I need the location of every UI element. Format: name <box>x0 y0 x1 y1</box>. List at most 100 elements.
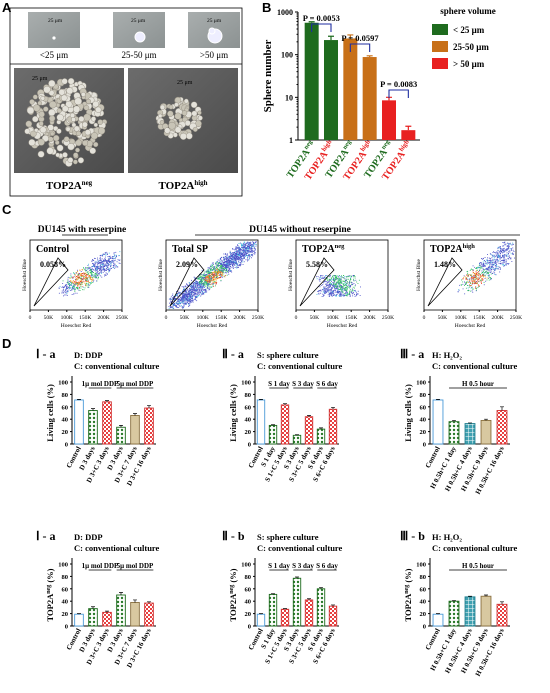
chart-b-pvalue-bracket <box>388 89 409 98</box>
flow-plot-xtick-label: 100K <box>197 315 209 321</box>
chart-d-error-bar <box>91 408 95 411</box>
chart-d-error-bar <box>133 413 137 416</box>
chart-b-pvalue: P = 0.0597 <box>341 33 379 43</box>
flow-plot-title: TOP2Aneg <box>302 243 345 255</box>
chart-d-ytick-label: 40 <box>245 599 252 606</box>
chart-d-error-bar <box>307 415 311 417</box>
flow-plot-xtick-label: 100K <box>61 315 73 321</box>
chart-d-legend-line: D: DDP <box>74 350 103 360</box>
chart-b-ytick-label: 1 <box>289 136 293 145</box>
chart-d-bracket-label: H 0.5 hour <box>462 562 494 570</box>
micrograph-neg: 25 μm TOP2Aneg <box>14 68 124 192</box>
chart-d-error-bar <box>77 399 81 400</box>
chart-d-ylabel: Living cells (%) <box>228 384 238 442</box>
chart-d-error-bar <box>271 593 275 595</box>
chart-d-bracket-label: 5μ mol DDP <box>117 380 154 388</box>
chart-b-error-bar <box>308 21 315 23</box>
chart-d-legend-line: C: conventional culture <box>432 543 518 553</box>
chart-d-bar <box>464 423 476 445</box>
chart-d-ytick-label: 40 <box>245 417 252 424</box>
chart-d-error-bar <box>259 613 263 615</box>
chart-d-error-bar <box>436 399 440 400</box>
chart-d-ytick-label: 0 <box>248 624 251 631</box>
chart-d-error-bar <box>468 595 472 597</box>
flow-plot-xtick-label: 100K <box>455 315 467 321</box>
chart-d-error-bar <box>295 434 299 436</box>
chart-b-error-bar <box>347 34 354 39</box>
chart-d-bar <box>268 424 278 445</box>
chart-b-bar <box>343 38 358 140</box>
chart-d-legend-line: C: conventional culture <box>74 361 160 371</box>
flow-plot-xtick-label: 150K <box>215 315 227 321</box>
chart-d-ytick-label: 20 <box>420 611 427 618</box>
chart-d-legend-line: C: conventional culture <box>257 361 343 371</box>
chart-d-bar <box>88 410 98 445</box>
chart-d-ytick-label: 40 <box>62 599 69 606</box>
chart-d-error-bar <box>452 600 456 602</box>
flow-plot-xtick-label: 0 <box>295 315 298 321</box>
flow-plot-xtick-label: 0 <box>165 315 168 321</box>
chart-d-error-bar <box>452 420 456 422</box>
chart-d-legend-line: C: conventional culture <box>432 361 518 371</box>
chart-d-ytick-label: 40 <box>420 417 427 424</box>
chart-d-ytick-label: 60 <box>62 586 69 593</box>
chart-d-ytick-label: 20 <box>245 429 252 436</box>
flow-plot-title: Total SP <box>172 244 208 255</box>
flow-plot: TOP2Ahigh 1.48% 0 50K 100K 150K 200K 250K Hoesch… <box>416 239 522 329</box>
chart-d-bar <box>102 401 112 445</box>
chart-d-bar <box>328 408 338 445</box>
thumb-large: 25 μm >50 μm <box>188 12 240 60</box>
chart-d-bracket-label: S 1 day <box>268 380 290 388</box>
chart-d-ytick-label: 60 <box>245 586 252 593</box>
chart-b-legend-label: < 25 μm <box>453 25 485 35</box>
chart-d-ylabel: TOP2Aneg (%) <box>228 568 238 621</box>
chart-d-error-bar <box>500 406 504 411</box>
flow-plot-title: TOP2Ahigh <box>430 243 475 255</box>
chart-b-pvalue: P = 0.0053 <box>303 13 340 23</box>
scale-label-small: 25 μm <box>48 18 63 24</box>
chart-d-bar <box>316 588 326 627</box>
chart-d-title: Ⅲ - b <box>400 529 425 543</box>
title-with-reserpine: DU145 with reserpine <box>38 225 126 235</box>
chart-d-ytick-label: 80 <box>245 574 252 581</box>
flow-plot-percentage: 1.48% <box>434 260 456 269</box>
chart-d-bar <box>102 611 112 627</box>
panel-a-frame <box>9 7 243 197</box>
chart-d-error-bar <box>133 599 137 603</box>
chart-d-bracket-label: 1μ mol DDP <box>82 562 119 570</box>
chart-d-bar <box>74 613 84 627</box>
chart-d-bar <box>130 601 140 627</box>
chart-d-error-bar <box>147 405 151 409</box>
chart-b-bar <box>401 130 416 140</box>
chart-d-error-bar <box>77 613 81 615</box>
chart-d-bar <box>480 595 492 627</box>
chart-b-legend-swatch <box>432 24 448 35</box>
chart-d-legend-line: C: conventional culture <box>74 543 160 553</box>
chart-d-error-bar <box>259 399 263 400</box>
scale-label-neg: 25 μm <box>32 76 48 82</box>
chart-d-bracket-label: S 3 day <box>292 562 314 570</box>
flow-plot-ylabel: Hoeschst Blue <box>22 258 28 290</box>
scale-label-large: 25 μm <box>207 18 222 24</box>
panel-label-a: A <box>2 0 12 15</box>
flow-plot-xlabel: Hoeschst Red <box>455 323 486 329</box>
chart-d-bar <box>116 426 126 445</box>
chart-d-error-bar <box>283 608 287 610</box>
chart-d-ytick-label: 80 <box>420 574 427 581</box>
chart-d-legend-line: S: sphere culture <box>257 532 319 542</box>
flow-plot-ylabel: Hoeschst Blue <box>158 258 164 290</box>
chart-d-ytick-label: 20 <box>245 611 252 618</box>
flow-plot-percentage: 2.09% <box>176 260 198 269</box>
chart-b-legend-label: 25-50 μm <box>453 42 489 52</box>
flow-plot: Total SP 2.09% 0 50K 100K 150K 200K 250K Hoeschs… <box>158 239 264 329</box>
chart-d-title: Ⅱ - b <box>222 529 245 543</box>
flow-plot-ylabel: Hoeschst Blue <box>416 258 422 290</box>
chart-d-bar <box>88 608 98 627</box>
chart-b-error-bar <box>328 35 334 41</box>
flow-plot-gate <box>299 257 335 307</box>
flow-plot-xtick-label: 0 <box>423 315 426 321</box>
